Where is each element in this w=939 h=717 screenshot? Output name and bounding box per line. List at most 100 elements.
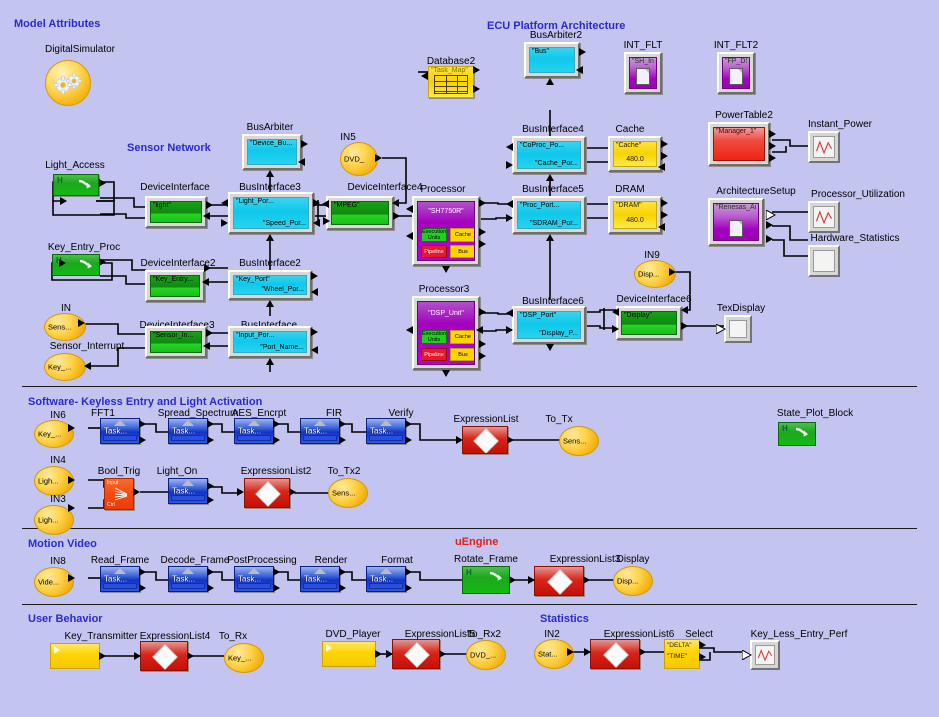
block-key-transmitter[interactable] (50, 643, 100, 669)
label-sensor-interrupt: Sensor_Interrupt (49, 341, 125, 352)
port-out (99, 652, 106, 660)
label-bus-interface6: BusInterface6 (522, 296, 584, 307)
port-out (313, 199, 320, 207)
block-rotate-frame[interactable]: H (462, 566, 510, 594)
block-in6-key[interactable]: Key_... (34, 420, 74, 448)
block-light-on[interactable]: Task... (168, 478, 208, 504)
block-expression-list6[interactable] (590, 639, 640, 669)
block-int-flt2[interactable]: "FP_DSP_Ins... (717, 52, 755, 94)
block-to-rx2[interactable]: DVD_... (466, 640, 506, 670)
block-render[interactable]: Task... (300, 566, 340, 592)
block-select[interactable]: "DELTA" "TIME" (664, 639, 700, 669)
port-up (266, 170, 274, 177)
block-instant-power[interactable] (808, 131, 840, 163)
block-state-plot-block[interactable]: H (778, 422, 816, 446)
block-bus-interface6[interactable]: "DSP_Port" "Display_P... (512, 306, 586, 344)
label-device-interface4: DeviceInterface4 (347, 182, 423, 193)
block-light-access[interactable]: H (53, 174, 99, 196)
block-post-processing[interactable]: Task... (234, 566, 274, 592)
block-tex-display[interactable] (724, 315, 752, 343)
block-sensor-interrupt[interactable]: Key_... (44, 353, 86, 381)
block-dvd-player[interactable] (322, 641, 376, 667)
label-in2: IN2 (544, 629, 560, 640)
block-bus-interface5[interactable]: "Proc_Port... "SDRAM_Por... (512, 196, 586, 234)
block-expression-list3[interactable] (534, 566, 584, 596)
processor3-cell-pipeline: Pipeline (421, 348, 447, 361)
block-in3-light[interactable]: Ligh... (34, 505, 74, 535)
block-to-tx[interactable]: Sens... (559, 426, 599, 456)
block-bus-arbiter2[interactable]: "Bus" (524, 42, 580, 78)
block-fir[interactable]: Task... (300, 418, 340, 444)
block-bus-interface3[interactable]: "Light_Por... "Speed_Por... (228, 192, 314, 234)
block-database2[interactable]: "Task_Map" (428, 66, 474, 98)
port-out (323, 217, 330, 225)
label-cache: Cache (615, 124, 645, 135)
port-out (405, 436, 412, 444)
diamond-icon (603, 642, 629, 668)
port-out (207, 436, 214, 444)
block-device-interface2[interactable]: "Key_Entry... (145, 270, 205, 302)
bool-trig-in-label: Input (107, 480, 119, 486)
block-format[interactable]: Task... (366, 566, 406, 592)
block-expression-list[interactable] (462, 426, 508, 454)
block-power-table2[interactable]: "Manager_1" (708, 122, 770, 166)
block-in4-light[interactable]: Ligh... (34, 466, 74, 496)
port-out (393, 212, 400, 220)
port-out (273, 584, 280, 592)
block-read-frame[interactable]: Task... (100, 566, 140, 592)
bus-interface5-top-port: "Proc_Port... (520, 202, 560, 209)
block-cache[interactable]: "Cache" 480.0 (608, 136, 662, 172)
in9-value: Disp... (638, 269, 660, 279)
block-decode-frame[interactable]: Task... (168, 566, 208, 592)
block-in-sensor[interactable]: Sens... (44, 313, 86, 341)
port-out (639, 648, 646, 656)
block-in8-video[interactable]: Vide... (34, 567, 74, 597)
block-display[interactable]: Disp... (613, 566, 653, 596)
block-bus-interface4[interactable]: "CoProc_Po... "Cache_Por... (512, 136, 586, 174)
block-int-flt[interactable]: "SH_InstrSe... (624, 52, 662, 94)
block-verify[interactable]: Task... (366, 418, 406, 444)
label-state-plot-block: State_Plot_Block (776, 408, 854, 419)
block-architecture-setup[interactable]: "Renesas_Ar... (708, 198, 764, 246)
block-device-interface4[interactable]: "MPEG" (326, 196, 394, 230)
block-spread-spectrum[interactable]: Task... (168, 418, 208, 444)
port-up (266, 234, 274, 241)
block-aes-encrpt[interactable]: Task... (234, 418, 274, 444)
section-title-uengine: uEngine (455, 536, 499, 548)
block-to-rx[interactable]: Key_... (224, 643, 264, 673)
block-bus-arbiter[interactable]: "Device_Bu... (242, 134, 302, 170)
port-out (766, 221, 773, 229)
block-expression-list4[interactable] (140, 641, 188, 671)
block-hardware-statistics[interactable] (808, 245, 840, 277)
label-read-frame: Read_Frame (90, 555, 150, 566)
block-processor3[interactable]: "DSP_Unit" Execution Units Cache Pipelin… (412, 296, 480, 370)
block-device-interface6[interactable]: "Display" (616, 306, 682, 340)
block-bus-interface[interactable]: "Input_Por... "Port_Name... (228, 326, 312, 358)
block-device-interface3[interactable]: "Sensor_In... (145, 326, 207, 358)
architecture-setup-value: "Renesas_Ar... (716, 204, 756, 211)
block-digital-simulator[interactable] (45, 60, 91, 106)
port-out (479, 240, 486, 248)
in5-value: DVD_ (344, 154, 365, 164)
port-out (221, 219, 228, 227)
block-processor-utilization[interactable] (808, 201, 840, 233)
block-to-tx2[interactable]: Sens... (328, 478, 368, 508)
block-bool-trig[interactable]: Input Ctrl (104, 478, 134, 510)
block-expression-list5[interactable] (392, 639, 440, 669)
block-in5-dvd[interactable]: DVD_ (340, 142, 378, 176)
block-device-interface[interactable]: "light" (145, 196, 207, 228)
port-out (339, 568, 346, 576)
block-fft1[interactable]: Task... (100, 418, 140, 444)
port-in (406, 326, 413, 334)
label-spread-spectrum: Spread_Spectrum (157, 408, 239, 419)
label-power-table2: PowerTable2 (715, 110, 773, 121)
port-out (139, 436, 146, 444)
port-down (442, 266, 450, 273)
block-bus-interface2[interactable]: "Key_Port" "Wheel_Por... (228, 270, 312, 300)
block-expression-list2[interactable] (244, 478, 290, 508)
block-key-less-entry-perf[interactable] (750, 640, 780, 670)
block-processor[interactable]: "SH7750R" Execution Units Cache Pipeline… (412, 196, 480, 266)
block-dram[interactable]: "DRAM" 480.0 (608, 196, 662, 234)
port-up (546, 78, 554, 85)
select-value: "DELTA" (667, 642, 692, 649)
